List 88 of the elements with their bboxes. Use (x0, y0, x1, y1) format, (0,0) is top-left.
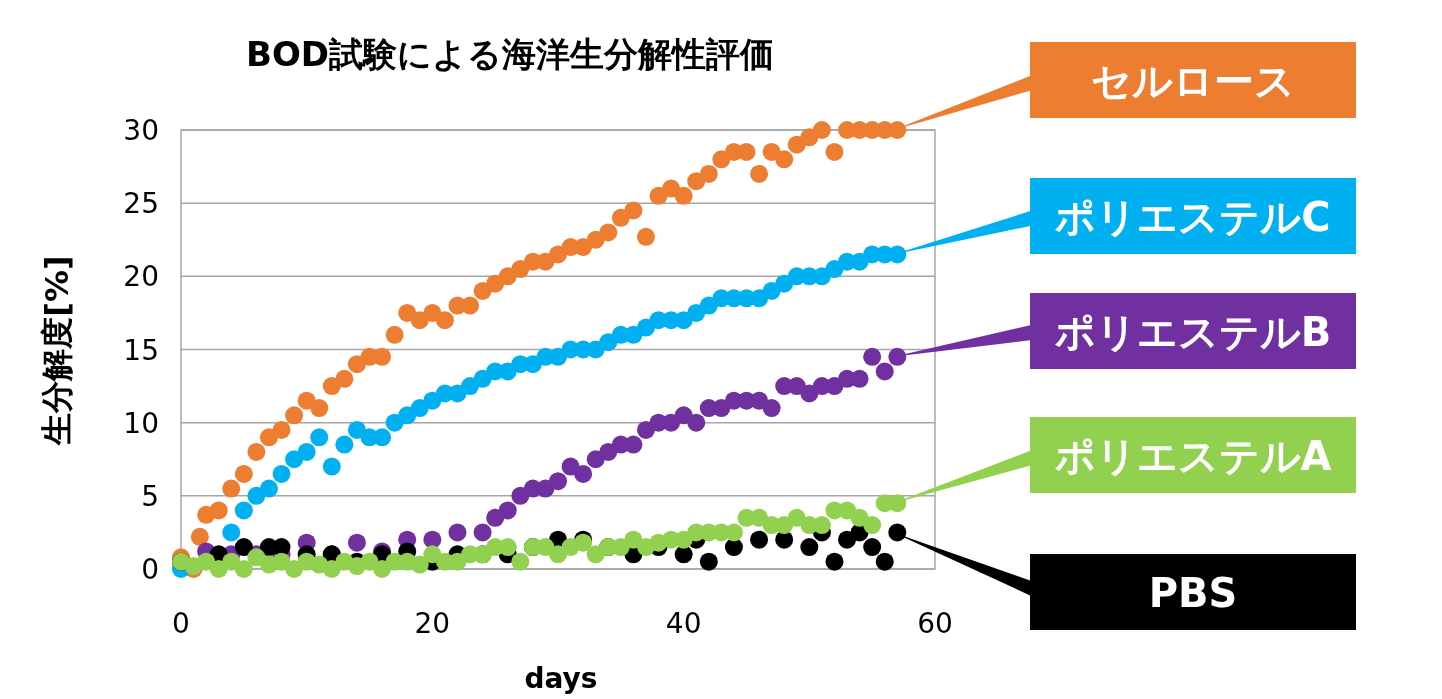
point (750, 164, 769, 183)
point (310, 428, 329, 447)
point (209, 501, 228, 520)
x-tick-label: 20 (414, 607, 451, 640)
point (197, 552, 216, 571)
point (750, 530, 769, 549)
point (297, 442, 316, 461)
point (247, 442, 266, 461)
legend-label: ポリエステルC (1055, 194, 1331, 240)
point (674, 186, 693, 205)
point (624, 201, 643, 220)
point (511, 552, 530, 571)
point (699, 164, 718, 183)
point (549, 245, 567, 264)
point (636, 227, 655, 246)
point (825, 142, 844, 161)
point (398, 303, 417, 322)
y-tick-label: 25 (123, 187, 159, 221)
point (863, 516, 882, 535)
point (687, 172, 706, 191)
point (347, 420, 366, 439)
legend-label: ポリエステルB (1054, 309, 1332, 355)
point (461, 377, 480, 396)
point (385, 325, 404, 344)
x-tick-label: 40 (665, 607, 702, 640)
point (259, 479, 278, 498)
point (800, 538, 819, 557)
point (875, 552, 894, 571)
point (486, 508, 505, 527)
legend-label: ポリエステルA (1054, 433, 1332, 479)
legend-label: セルロース (1091, 58, 1295, 104)
point (812, 121, 831, 139)
point (599, 223, 618, 242)
point (448, 523, 467, 542)
point (234, 501, 253, 520)
point (272, 464, 291, 483)
point (875, 362, 894, 381)
point (574, 464, 593, 483)
chart-title: BOD試験による海洋生分解性評価 (245, 34, 775, 74)
point (373, 428, 392, 447)
point (636, 420, 655, 439)
point (888, 347, 907, 366)
y-tick-label: 20 (123, 260, 159, 294)
y-tick-label: 15 (123, 333, 159, 367)
point (373, 347, 392, 366)
point (234, 538, 253, 557)
point (347, 533, 366, 552)
point (222, 523, 241, 542)
point (687, 413, 706, 432)
x-tick-label: 60 (917, 607, 953, 640)
point (190, 527, 209, 546)
point (473, 523, 492, 542)
point (549, 347, 567, 366)
y-tick-label: 30 (123, 114, 159, 147)
point (222, 479, 241, 498)
point (863, 538, 882, 557)
point (435, 311, 454, 330)
y-tick-label: 10 (123, 406, 159, 440)
point (549, 545, 567, 564)
point (825, 552, 844, 571)
point (347, 355, 366, 374)
point (234, 560, 253, 578)
x-tick-label: 0 (172, 607, 190, 640)
y-tick-label: 5 (141, 479, 159, 513)
y-axis-title: 生分解度[%] (38, 255, 76, 446)
point (498, 501, 517, 520)
point (234, 464, 253, 483)
point (259, 428, 278, 447)
point (322, 457, 341, 476)
point (310, 399, 329, 418)
point (335, 369, 354, 388)
point (762, 399, 781, 418)
point (373, 560, 392, 578)
point (863, 347, 882, 366)
y-tick-label: 0 (141, 553, 159, 586)
point (285, 560, 304, 578)
point (724, 538, 743, 557)
point (461, 296, 480, 315)
point (888, 523, 907, 542)
point (775, 150, 794, 169)
point (272, 420, 291, 439)
point (285, 406, 304, 425)
point (410, 555, 429, 574)
point (549, 472, 567, 491)
point (335, 435, 354, 454)
point (750, 289, 769, 308)
x-axis-title: days (524, 662, 598, 695)
point (699, 552, 718, 571)
